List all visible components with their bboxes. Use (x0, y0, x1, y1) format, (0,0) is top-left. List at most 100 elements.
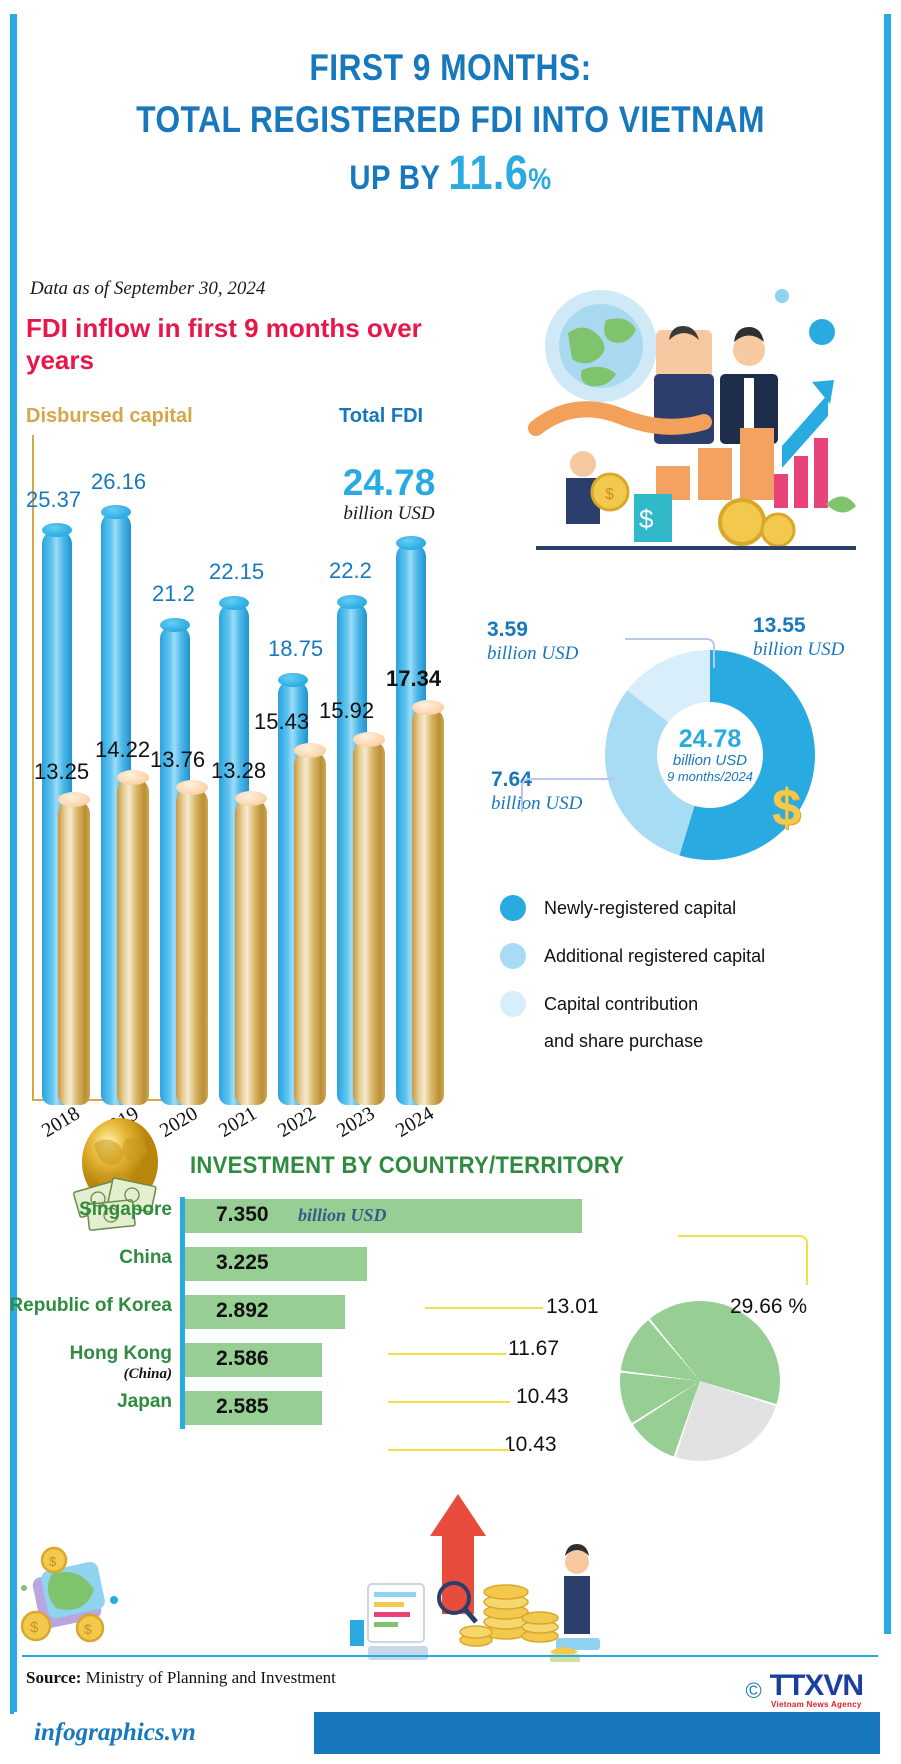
bar-chart-bars: 25.37 13.25 26.16 14.22 21.2 13.76 (26, 435, 468, 1142)
business-globe-illustration: $ $ (506, 278, 864, 568)
bar-disbursed-cap-2023 (353, 732, 385, 747)
legend-total-fdi: Total FDI (339, 405, 424, 427)
bar-total-cap-2023 (337, 595, 367, 609)
golden-globe-money-icon (60, 1110, 180, 1240)
bar-label-total-2023: 22.2 (329, 558, 372, 583)
dollar-sign-icon: $ (772, 779, 801, 837)
country-label-japan: Japan (117, 1391, 172, 1412)
bar-label-disbursed-2021: 13.28 (211, 758, 267, 783)
bar-total-cap-2018 (42, 523, 72, 537)
country-value-japan: 2.585 (216, 1395, 269, 1418)
country-label-hongkong-main: Hong Kong (69, 1343, 172, 1364)
donut-leader-line-additional (521, 778, 615, 812)
x-tick-2024: 2024 (392, 1102, 438, 1142)
bar-label-total-2019: 26.16 (91, 469, 147, 494)
bar-label-total-2022: 18.75 (268, 636, 324, 661)
pie-leader-hongkong (388, 1401, 510, 1405)
donut-callout-contribution-value: 3.59 (487, 618, 528, 641)
country-chart-axis (180, 1197, 185, 1429)
total-fdi-value: 24.78 (342, 462, 436, 503)
donut-callout-contribution-unit: billion USD (487, 643, 579, 664)
country-section-title: INVESTMENT BY COUNTRY/TERRITORY (190, 1152, 625, 1179)
svg-text:$: $ (30, 1619, 39, 1636)
country-row-china: China 3.225 (30, 1247, 590, 1281)
country-share-pie-chart: 29.66 % 13.01 11.67 10.43 10.43 (388, 1235, 890, 1495)
bar-total-cap-2020 (160, 618, 190, 632)
agency-name: TTXVN (769, 1669, 864, 1702)
source-value: Ministry of Planning and Investment (85, 1668, 336, 1687)
copyright-icon: © (745, 1677, 762, 1703)
fdi-composition-donut: 24.78 billion USD 9 months/2024 13.55 bi… (485, 600, 885, 900)
bar-disbursed-2023 (353, 740, 385, 1105)
title-line-1: FIRST 9 MONTHS: (309, 47, 592, 88)
pie-label-korea: 11.67 (508, 1337, 559, 1360)
country-label-korea: Republic of Korea (9, 1295, 172, 1316)
bar-label-total-2021: 22.15 (209, 559, 265, 584)
x-tick-2021: 2021 (215, 1102, 261, 1142)
pie-leader-singapore (678, 1235, 808, 1285)
bar-disbursed-2022 (294, 751, 326, 1105)
wallet-coins-illustration: $ $ $ (18, 1540, 148, 1650)
legend-disbursed-capital: Disbursed capital (26, 405, 193, 427)
legend-label-capital-contribution-line2: and share purchase (544, 1031, 704, 1051)
legend-dot-capital-contribution (500, 991, 526, 1017)
country-label-singapore: Singapore (79, 1199, 172, 1220)
pie-leader-china (425, 1307, 543, 1311)
legend-dot-additional-registered (500, 943, 526, 969)
svg-text:$: $ (84, 1621, 92, 1637)
svg-text:$: $ (49, 1554, 57, 1569)
country-label-hongkong: Hong Kong (China) (0, 1343, 172, 1385)
bar-total-cap-2019 (101, 505, 131, 519)
pie-label-japan: 10.43 (504, 1433, 557, 1456)
source-note: Source: Ministry of Planning and Investm… (26, 1668, 336, 1688)
bar-label-disbursed-2018: 13.25 (34, 759, 90, 784)
bar-label-total-2020: 21.2 (152, 581, 195, 606)
legend-item-capital-contribution: Capital contribution (500, 991, 890, 1017)
bar-disbursed-2021 (235, 799, 267, 1105)
country-row-singapore: Singapore 7.350 billion USD (30, 1199, 590, 1233)
svg-text:$: $ (605, 486, 614, 503)
donut-leader-line-contribution (625, 638, 715, 668)
x-tick-2022: 2022 (274, 1102, 320, 1142)
bar-label-disbursed-2022: 15.43 (254, 709, 310, 734)
bar-disbursed-cap-2022 (294, 743, 326, 758)
pie-leader-korea (388, 1353, 506, 1357)
title-percent-value: 11.6 (448, 147, 529, 200)
growth-chart-illustration (350, 1480, 610, 1670)
page-title: FIRST 9 MONTHS: TOTAL REGISTERED FDI INT… (0, 44, 901, 206)
footer-divider (22, 1655, 878, 1657)
bar-group-2018: 25.37 13.25 (26, 435, 96, 1105)
donut-callout-newly: 13.55 billion USD (753, 614, 873, 662)
pie-label-china: 13.01 (546, 1295, 599, 1318)
country-unit-label: billion USD (298, 1205, 387, 1225)
title-percent-symbol: % (528, 163, 552, 196)
country-row-japan: Japan 2.585 (30, 1391, 590, 1425)
footer-bar-notch (14, 1712, 314, 1754)
bar-label-disbursed-2019: 14.22 (95, 737, 151, 762)
donut-center: 24.78 billion USD 9 months/2024 (657, 702, 763, 808)
donut-legend: Newly-registered capital Additional regi… (500, 895, 890, 1052)
donut-center-period: 9 months/2024 (666, 769, 753, 784)
bar-group-2019: 26.16 14.22 (91, 435, 155, 1105)
country-value-hongkong: 2.586 (216, 1347, 269, 1370)
section-heading-fdi-inflow: FDI inflow in first 9 months over years (26, 313, 422, 375)
bar-group-2020: 21.2 13.76 (150, 435, 214, 1105)
legend-dot-newly-registered (500, 895, 526, 921)
country-bar-korea (185, 1295, 345, 1329)
chart-axis-line (32, 435, 34, 1101)
country-bar-hongkong (185, 1343, 322, 1377)
bar-group-2023: 22.2 15.92 (319, 435, 391, 1105)
bar-disbursed-2024 (412, 708, 444, 1105)
x-tick-2023: 2023 (333, 1102, 379, 1142)
country-value-korea: 2.892 (216, 1299, 269, 1322)
bar-label-total-2018: 25.37 (26, 487, 82, 512)
source-label: Source: (26, 1668, 82, 1687)
country-value-china: 3.225 (216, 1251, 269, 1274)
donut-callout-contribution: 3.59 billion USD (487, 618, 637, 666)
pie-leader-japan (388, 1449, 510, 1453)
country-bar-japan (185, 1391, 322, 1425)
footer-brand[interactable]: infographics.vn (34, 1719, 196, 1746)
frame-rail-left (10, 14, 17, 1714)
bar-group-2021: 22.15 13.28 (209, 435, 273, 1105)
